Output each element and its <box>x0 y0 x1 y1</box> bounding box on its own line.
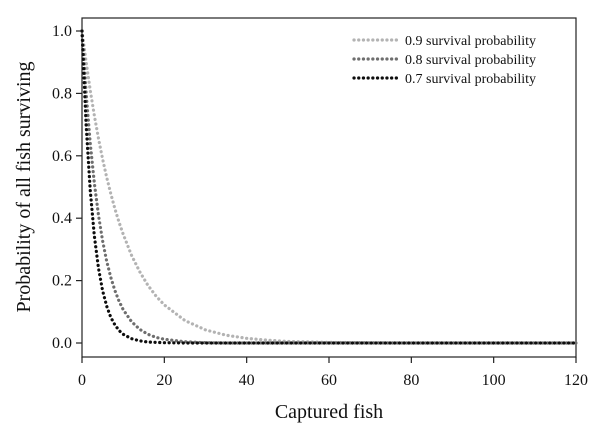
y-tick-label: 1.0 <box>52 23 72 40</box>
x-tick-label: 40 <box>239 372 255 389</box>
x-tick-label: 80 <box>403 372 419 389</box>
y-tick-label: 0.4 <box>52 210 72 227</box>
x-tick-label: 20 <box>156 372 172 389</box>
y-tick-label: 0.2 <box>52 273 72 290</box>
y-tick-label: 0.0 <box>52 335 72 352</box>
x-tick-label: 100 <box>482 372 506 389</box>
series-layer <box>80 29 578 345</box>
legend-label-1: 0.9 survival probability <box>405 34 536 49</box>
plot-area-frame <box>81 17 577 358</box>
x-tick-label: 120 <box>564 372 588 389</box>
y-tick-label: 0.8 <box>52 85 72 102</box>
x-axis-title: Captured fish <box>275 401 383 423</box>
x-axis: 0 20 40 60 80 100 120 <box>78 357 588 389</box>
x-tick-label: 60 <box>321 372 337 389</box>
legend-label-2: 0.8 survival probability <box>405 53 536 68</box>
x-tick-label: 0 <box>78 372 86 389</box>
y-axis: 0.0 0.2 0.4 0.6 0.8 1.0 <box>52 23 82 352</box>
y-tick-label: 0.6 <box>52 148 72 165</box>
legend-label-3: 0.7 survival probability <box>405 72 536 87</box>
legend: 0.9 survival probability 0.8 survival pro… <box>352 34 536 87</box>
y-axis-title: Probability of all fish surviving <box>13 61 35 312</box>
series-line-3 <box>80 29 578 345</box>
